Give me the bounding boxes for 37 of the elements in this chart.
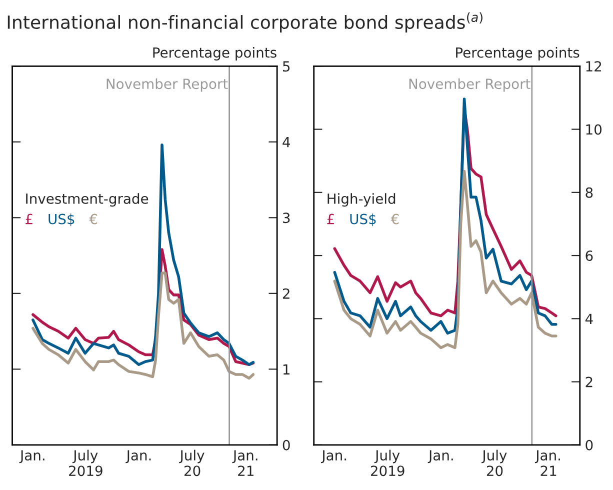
text: € [390,214,399,224]
x-tick-label: July 20 [179,450,204,476]
x-tick-label: July 2019 [69,450,102,476]
y-axis-title: Percentage points [456,47,580,60]
line-series [32,272,255,380]
x-tick-label: July 20 [482,450,507,476]
legend-title: High-yield [328,193,396,207]
y-axis-title: Percentage points [153,47,276,60]
text: £ [26,214,32,224]
legend-title: Investment-grade [26,193,148,207]
y-tick-label: 5 [283,61,290,72]
x-tick-label: Jan. 21 [534,450,560,476]
y-tick-label: 0 [586,440,593,450]
y-tick-label: 1 [283,364,290,374]
x-tick-label: Jan. [126,450,151,464]
x-tick-label: Jan. [428,450,453,464]
chart-title: International non-financial corporate bond spreads$^{(a)}$ [8,12,482,33]
y-tick-label: 10 [586,124,602,135]
x-tick-label: Jan. [321,450,346,464]
y-tick-label: 4 [585,314,593,324]
text: € [89,214,98,224]
y-tick-label: 2 [282,288,290,299]
series-label: £ [327,214,334,224]
ref-line-label: November Report [106,78,228,92]
text: US$ [48,214,74,226]
text: US$ [350,214,376,226]
y-tick-label: 2 [586,376,592,388]
y-tick-label: 8 [586,187,593,198]
x-tick-label: Jan. 21 [232,450,258,476]
y-tick-label: 0 [282,440,290,450]
x-tick-label: Jan. [19,450,44,464]
y-tick-label: 3 [282,212,290,224]
y-tick-label: 12 [586,61,602,72]
x-tick-label: July 2019 [370,450,404,476]
y-tick-label: 6 [586,250,593,262]
ref-line-label: November Report [409,78,530,92]
y-tick-label: 4 [282,137,290,148]
